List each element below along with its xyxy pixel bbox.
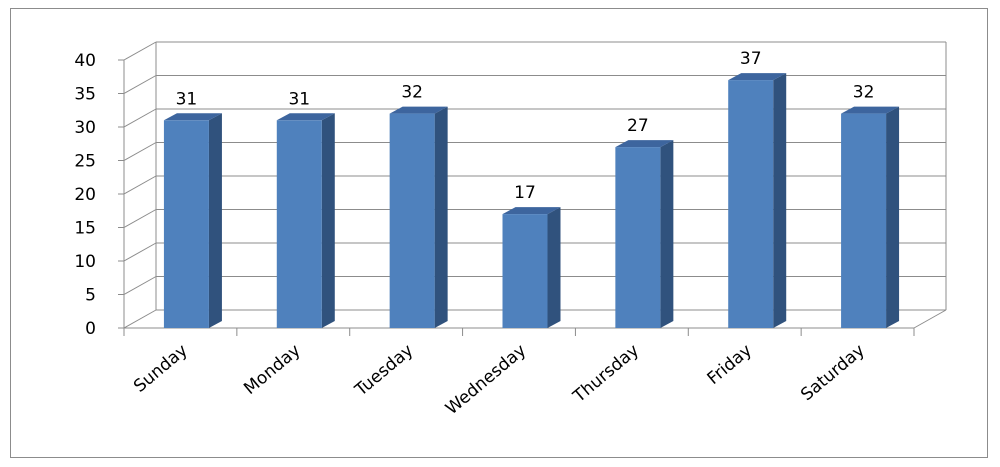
data-label: 37 [740, 49, 762, 69]
data-label: 32 [853, 83, 875, 103]
category-label: Sunday [130, 341, 192, 397]
bar [163, 113, 222, 328]
y-tick-label: 35 [74, 85, 96, 105]
bar-side [886, 106, 900, 328]
gridline-side [123, 175, 157, 195]
category-label: Friday [704, 341, 756, 389]
gridline-side [123, 75, 157, 94]
y-tick-label: 5 [85, 286, 96, 306]
floor-edge [913, 309, 947, 329]
bar-front [615, 147, 661, 328]
gridline-side [123, 276, 157, 295]
bar-top [502, 207, 561, 215]
bar [502, 207, 561, 328]
bar-side [321, 113, 335, 328]
bar-top [615, 140, 674, 148]
data-label: 31 [288, 89, 310, 109]
bar [841, 106, 900, 328]
bar-top [841, 106, 900, 114]
bar-front [502, 214, 548, 328]
bars [163, 73, 900, 328]
bar-top [276, 113, 335, 121]
gridline-side [123, 209, 157, 228]
data-label: 17 [514, 183, 536, 203]
y-tick-label: 15 [74, 219, 96, 239]
bar-side [547, 207, 561, 328]
y-tick-label: 20 [74, 185, 96, 205]
bar-side [773, 73, 787, 328]
data-label: 32 [401, 83, 423, 103]
bar [389, 106, 448, 328]
bar [615, 140, 674, 328]
gridline-side [123, 41, 157, 61]
bar-side [434, 106, 448, 328]
bar-front [389, 113, 435, 328]
data-label: 31 [176, 89, 198, 109]
category-label: Monday [240, 341, 304, 399]
y-tick-label: 40 [74, 51, 96, 71]
category-label: Tuesday [351, 341, 418, 401]
bar-front [841, 113, 887, 328]
bar-side [208, 113, 222, 328]
gridline-side [123, 309, 157, 329]
bar [276, 113, 335, 328]
category-label: Saturday [797, 341, 869, 406]
y-tick-label: 0 [85, 319, 96, 339]
bar-top [163, 113, 222, 121]
category-label: Wednesday [442, 341, 530, 420]
gridline-side [123, 242, 157, 262]
gridline-side [123, 142, 157, 161]
gridline-side [123, 108, 157, 128]
bar-side [660, 140, 674, 328]
y-tick-label: 10 [74, 252, 96, 272]
y-tick-label: 30 [74, 118, 96, 138]
bar-front [728, 80, 774, 328]
data-label: 27 [627, 116, 649, 136]
bar-front [163, 120, 209, 328]
bar-top [389, 106, 448, 114]
bar-top [728, 73, 787, 81]
bar-front [276, 120, 322, 328]
category-label: Thursday [569, 341, 643, 408]
bar [728, 73, 787, 328]
y-tick-label: 25 [74, 152, 96, 172]
